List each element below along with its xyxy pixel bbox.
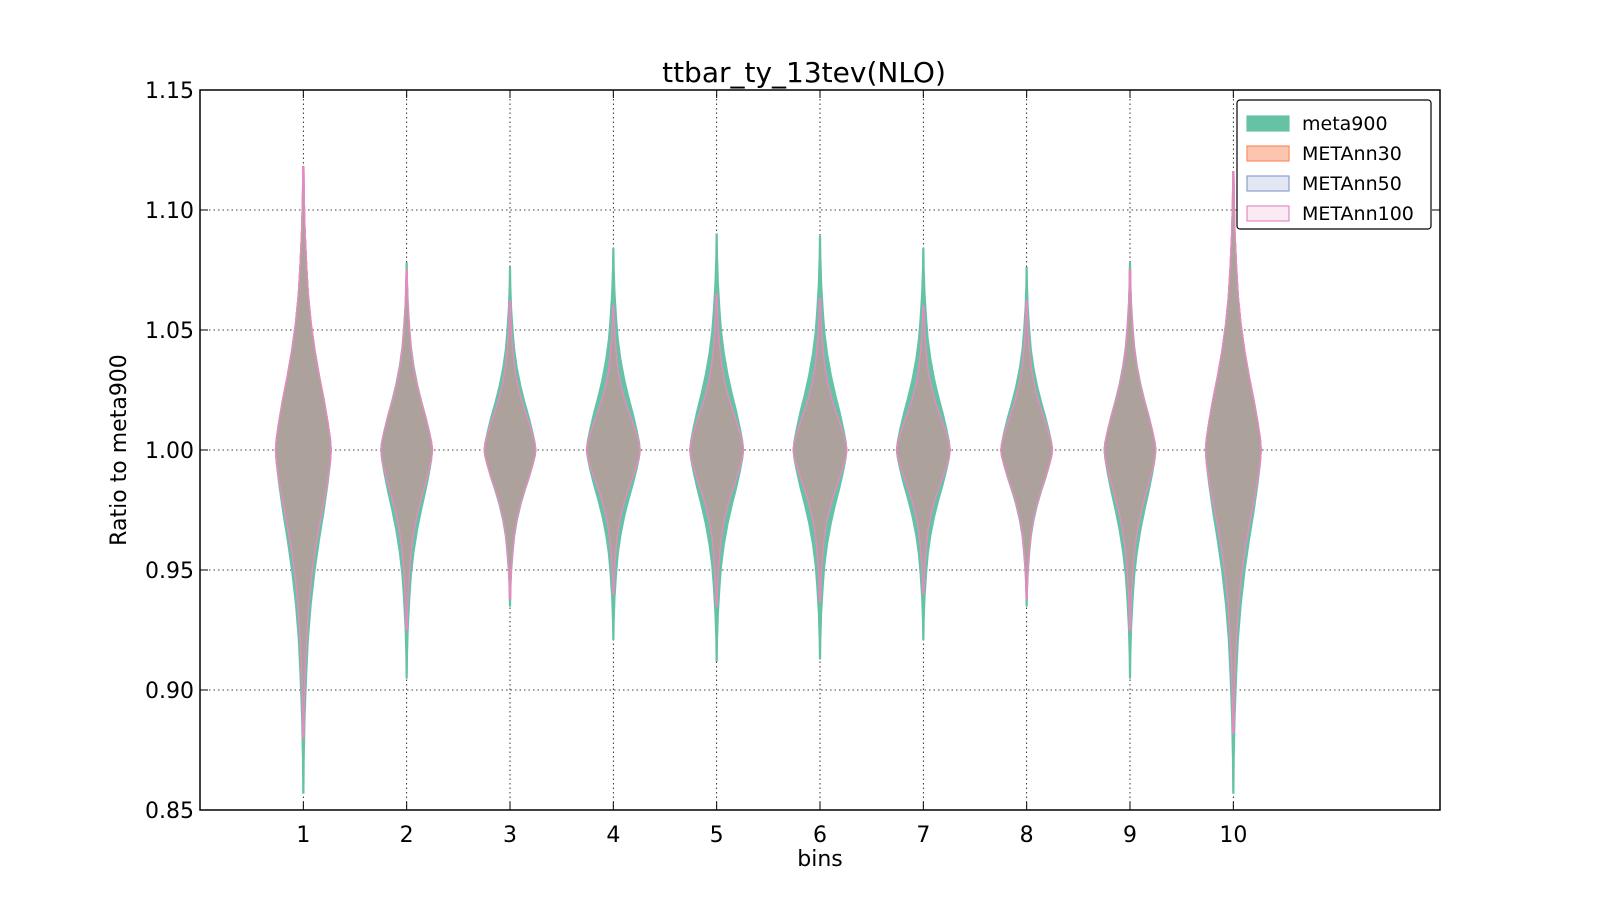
chart-title: ttbar_ty_13tev(NLO)	[662, 56, 946, 89]
violin-overlap-bin-5	[689, 293, 745, 607]
x-tick-label: 2	[400, 823, 414, 848]
violins	[274, 166, 1262, 794]
y-tick-label: 1.05	[145, 319, 194, 344]
legend-label: meta900	[1302, 113, 1388, 135]
x-axis-label: bins	[797, 847, 842, 872]
violin-overlap-bin-4	[585, 305, 641, 595]
legend-label: METAnn30	[1302, 143, 1402, 165]
violin-overlap-bin-1	[274, 166, 332, 739]
x-tick-label: 6	[813, 823, 827, 848]
y-tick-label: 1.00	[145, 439, 194, 464]
x-tick-label: 1	[296, 823, 310, 848]
y-tick-label: 0.95	[145, 559, 194, 584]
legend-label: METAnn50	[1302, 173, 1402, 195]
y-tick-label: 0.85	[145, 799, 194, 824]
violin-overlap-bin-6	[792, 298, 848, 602]
x-tick-label: 3	[503, 823, 517, 848]
x-tick-label: 5	[710, 823, 724, 848]
legend: meta900 METAnn30 METAnn50 METAnn100	[1236, 99, 1432, 230]
violin-overlap-bin-7	[895, 305, 951, 595]
x-tick-label: 8	[1020, 823, 1034, 848]
y-tick-label: 0.90	[145, 679, 194, 704]
violin-overlap-bin-8	[1000, 300, 1054, 600]
violin-overlap-bin-2	[380, 269, 434, 631]
legend-swatch	[1246, 205, 1290, 222]
violin-overlap	[274, 166, 1262, 739]
legend-frame	[1236, 99, 1432, 230]
x-tick-label: 7	[916, 823, 930, 848]
x-tick-label: 4	[606, 823, 620, 848]
violin-overlap-bin-9	[1103, 269, 1157, 631]
y-tick-label: 1.10	[145, 199, 194, 224]
violin-overlap-bin-3	[483, 300, 537, 600]
x-tick-label: 10	[1219, 823, 1247, 848]
x-tick-label: 9	[1123, 823, 1137, 848]
violin-overlap-bin-10	[1204, 170, 1262, 734]
axis-ticks: 1 2 3 4 5 6 7 8 9 10 0.85 0.90 0.95 1.00 1.05 1.10 1.15	[145, 79, 1440, 848]
legend-swatch	[1246, 145, 1290, 162]
legend-label: METAnn100	[1302, 203, 1414, 225]
y-axis-label: Ratio to meta900	[107, 354, 132, 546]
legend-swatch	[1246, 115, 1290, 132]
y-tick-label: 1.15	[145, 79, 194, 104]
legend-swatch	[1246, 175, 1290, 192]
